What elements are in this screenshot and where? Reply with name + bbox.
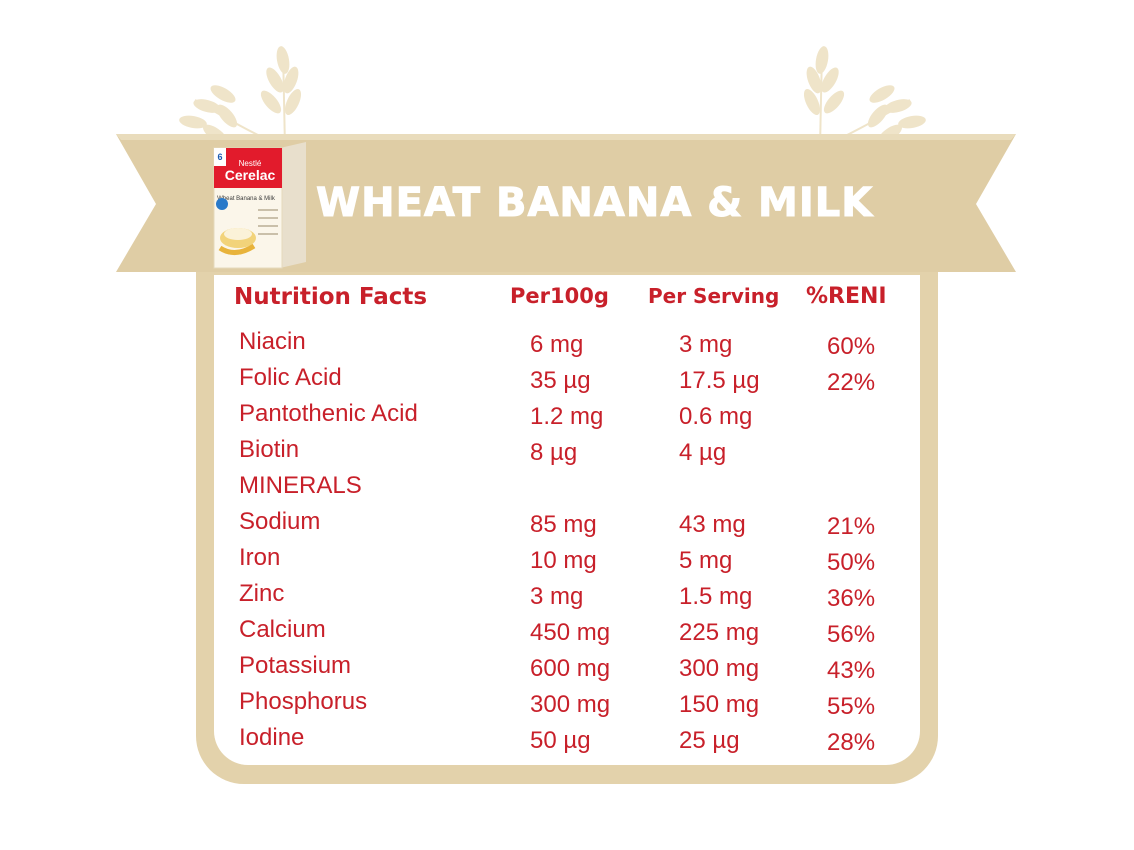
- value-per100g: 3 mg: [530, 583, 584, 610]
- table-row: Calcium 450 mg 225 mg 56%: [238, 616, 918, 652]
- section-heading: MINERALS: [239, 472, 362, 499]
- value-per-serving: 0.6 mg: [679, 403, 753, 430]
- header-reni: %RENI: [806, 284, 887, 309]
- value-per100g: 8 µg: [530, 439, 578, 466]
- value-reni: 22%: [827, 369, 876, 396]
- nutrient-name: Pantothenic Acid: [239, 400, 418, 427]
- table-row: Zinc 3 mg 1.5 mg 36%: [238, 580, 918, 616]
- header-nutrition-facts: Nutrition Facts: [234, 284, 428, 310]
- svg-text:Cerelac: Cerelac: [225, 167, 276, 183]
- value-reni: 21%: [827, 513, 876, 540]
- value-per100g: 35 µg: [530, 367, 591, 394]
- value-reni: 36%: [827, 585, 876, 612]
- table-row: Potassium 600 mg 300 mg 43%: [238, 652, 918, 688]
- value-per-serving: 43 mg: [679, 511, 746, 538]
- table-row: Sodium 85 mg 43 mg 21%: [238, 508, 918, 544]
- nutrient-name: Calcium: [239, 616, 326, 643]
- value-per-serving: 17.5 µg: [679, 367, 760, 394]
- wheat-left-icon: [179, 46, 302, 149]
- value-per100g: 50 µg: [530, 727, 591, 754]
- nutrient-name: Phosphorus: [239, 688, 368, 715]
- table-row: Iron 10 mg 5 mg 50%: [238, 544, 918, 580]
- nutrient-name: Folic Acid: [239, 364, 342, 391]
- value-reni: 55%: [827, 693, 876, 720]
- table-row: Pantothenic Acid 1.2 mg 0.6 mg: [238, 400, 918, 436]
- value-per100g: 6 mg: [530, 331, 584, 358]
- table-row-minerals-heading: MINERALS: [238, 472, 918, 508]
- value-per100g: 10 mg: [530, 547, 597, 574]
- value-per-serving: 150 mg: [679, 691, 760, 718]
- value-per100g: 85 mg: [530, 511, 597, 538]
- table-row: Niacin 6 mg 3 mg 60%: [238, 328, 918, 364]
- nutrient-name: Niacin: [239, 328, 306, 355]
- nutrient-name: Iodine: [239, 724, 305, 751]
- value-reni: 60%: [827, 333, 876, 360]
- value-per100g: 1.2 mg: [530, 403, 604, 430]
- value-reni: 28%: [827, 729, 876, 756]
- svg-text:Wheat Banana & Milk: Wheat Banana & Milk: [217, 196, 276, 202]
- value-per-serving: 4 µg: [679, 439, 727, 466]
- table-row: Phosphorus 300 mg 150 mg 55%: [238, 688, 918, 724]
- table-row: Iodine 50 µg 25 µg 28%: [238, 724, 918, 760]
- title-ribbon: [116, 134, 1016, 274]
- nutrient-name: Zinc: [239, 580, 285, 607]
- header-per100g: Per100g: [510, 284, 609, 308]
- value-reni: 56%: [827, 621, 876, 648]
- nutrition-card-inner: [214, 275, 920, 765]
- table-row: Biotin 8 µg 4 µg: [238, 436, 918, 472]
- table-row: Folic Acid 35 µg 17.5 µg 22%: [238, 364, 918, 400]
- value-per-serving: 3 mg: [679, 331, 733, 358]
- value-per-serving: 25 µg: [679, 727, 740, 754]
- wheat-right-icon: [803, 46, 926, 149]
- product-box-image: 6 Nestlé Cerelac Wheat Banana & Milk: [213, 142, 306, 269]
- value-reni: 43%: [827, 657, 876, 684]
- nutrient-name: Potassium: [239, 652, 352, 679]
- nutrient-name: Iron: [239, 544, 281, 571]
- page-title: WHEAT BANANA & MILK: [315, 180, 874, 227]
- nutrition-table: Niacin 6 mg 3 mg 60% Folic Acid 35 µg 17…: [238, 328, 918, 760]
- value-per-serving: 225 mg: [679, 619, 760, 646]
- value-per-serving: 1.5 mg: [679, 583, 753, 610]
- value-per100g: 600 mg: [530, 655, 611, 682]
- value-per100g: 300 mg: [530, 691, 611, 718]
- svg-text:Nestlé: Nestlé: [239, 159, 262, 168]
- value-per-serving: 300 mg: [679, 655, 760, 682]
- value-per-serving: 5 mg: [679, 547, 733, 574]
- value-reni: 50%: [827, 549, 876, 576]
- value-per100g: 450 mg: [530, 619, 611, 646]
- header-per-serving: Per Serving: [648, 284, 780, 308]
- nutrient-name: Sodium: [239, 508, 321, 535]
- svg-text:6: 6: [217, 152, 222, 162]
- nutrient-name: Biotin: [239, 436, 300, 463]
